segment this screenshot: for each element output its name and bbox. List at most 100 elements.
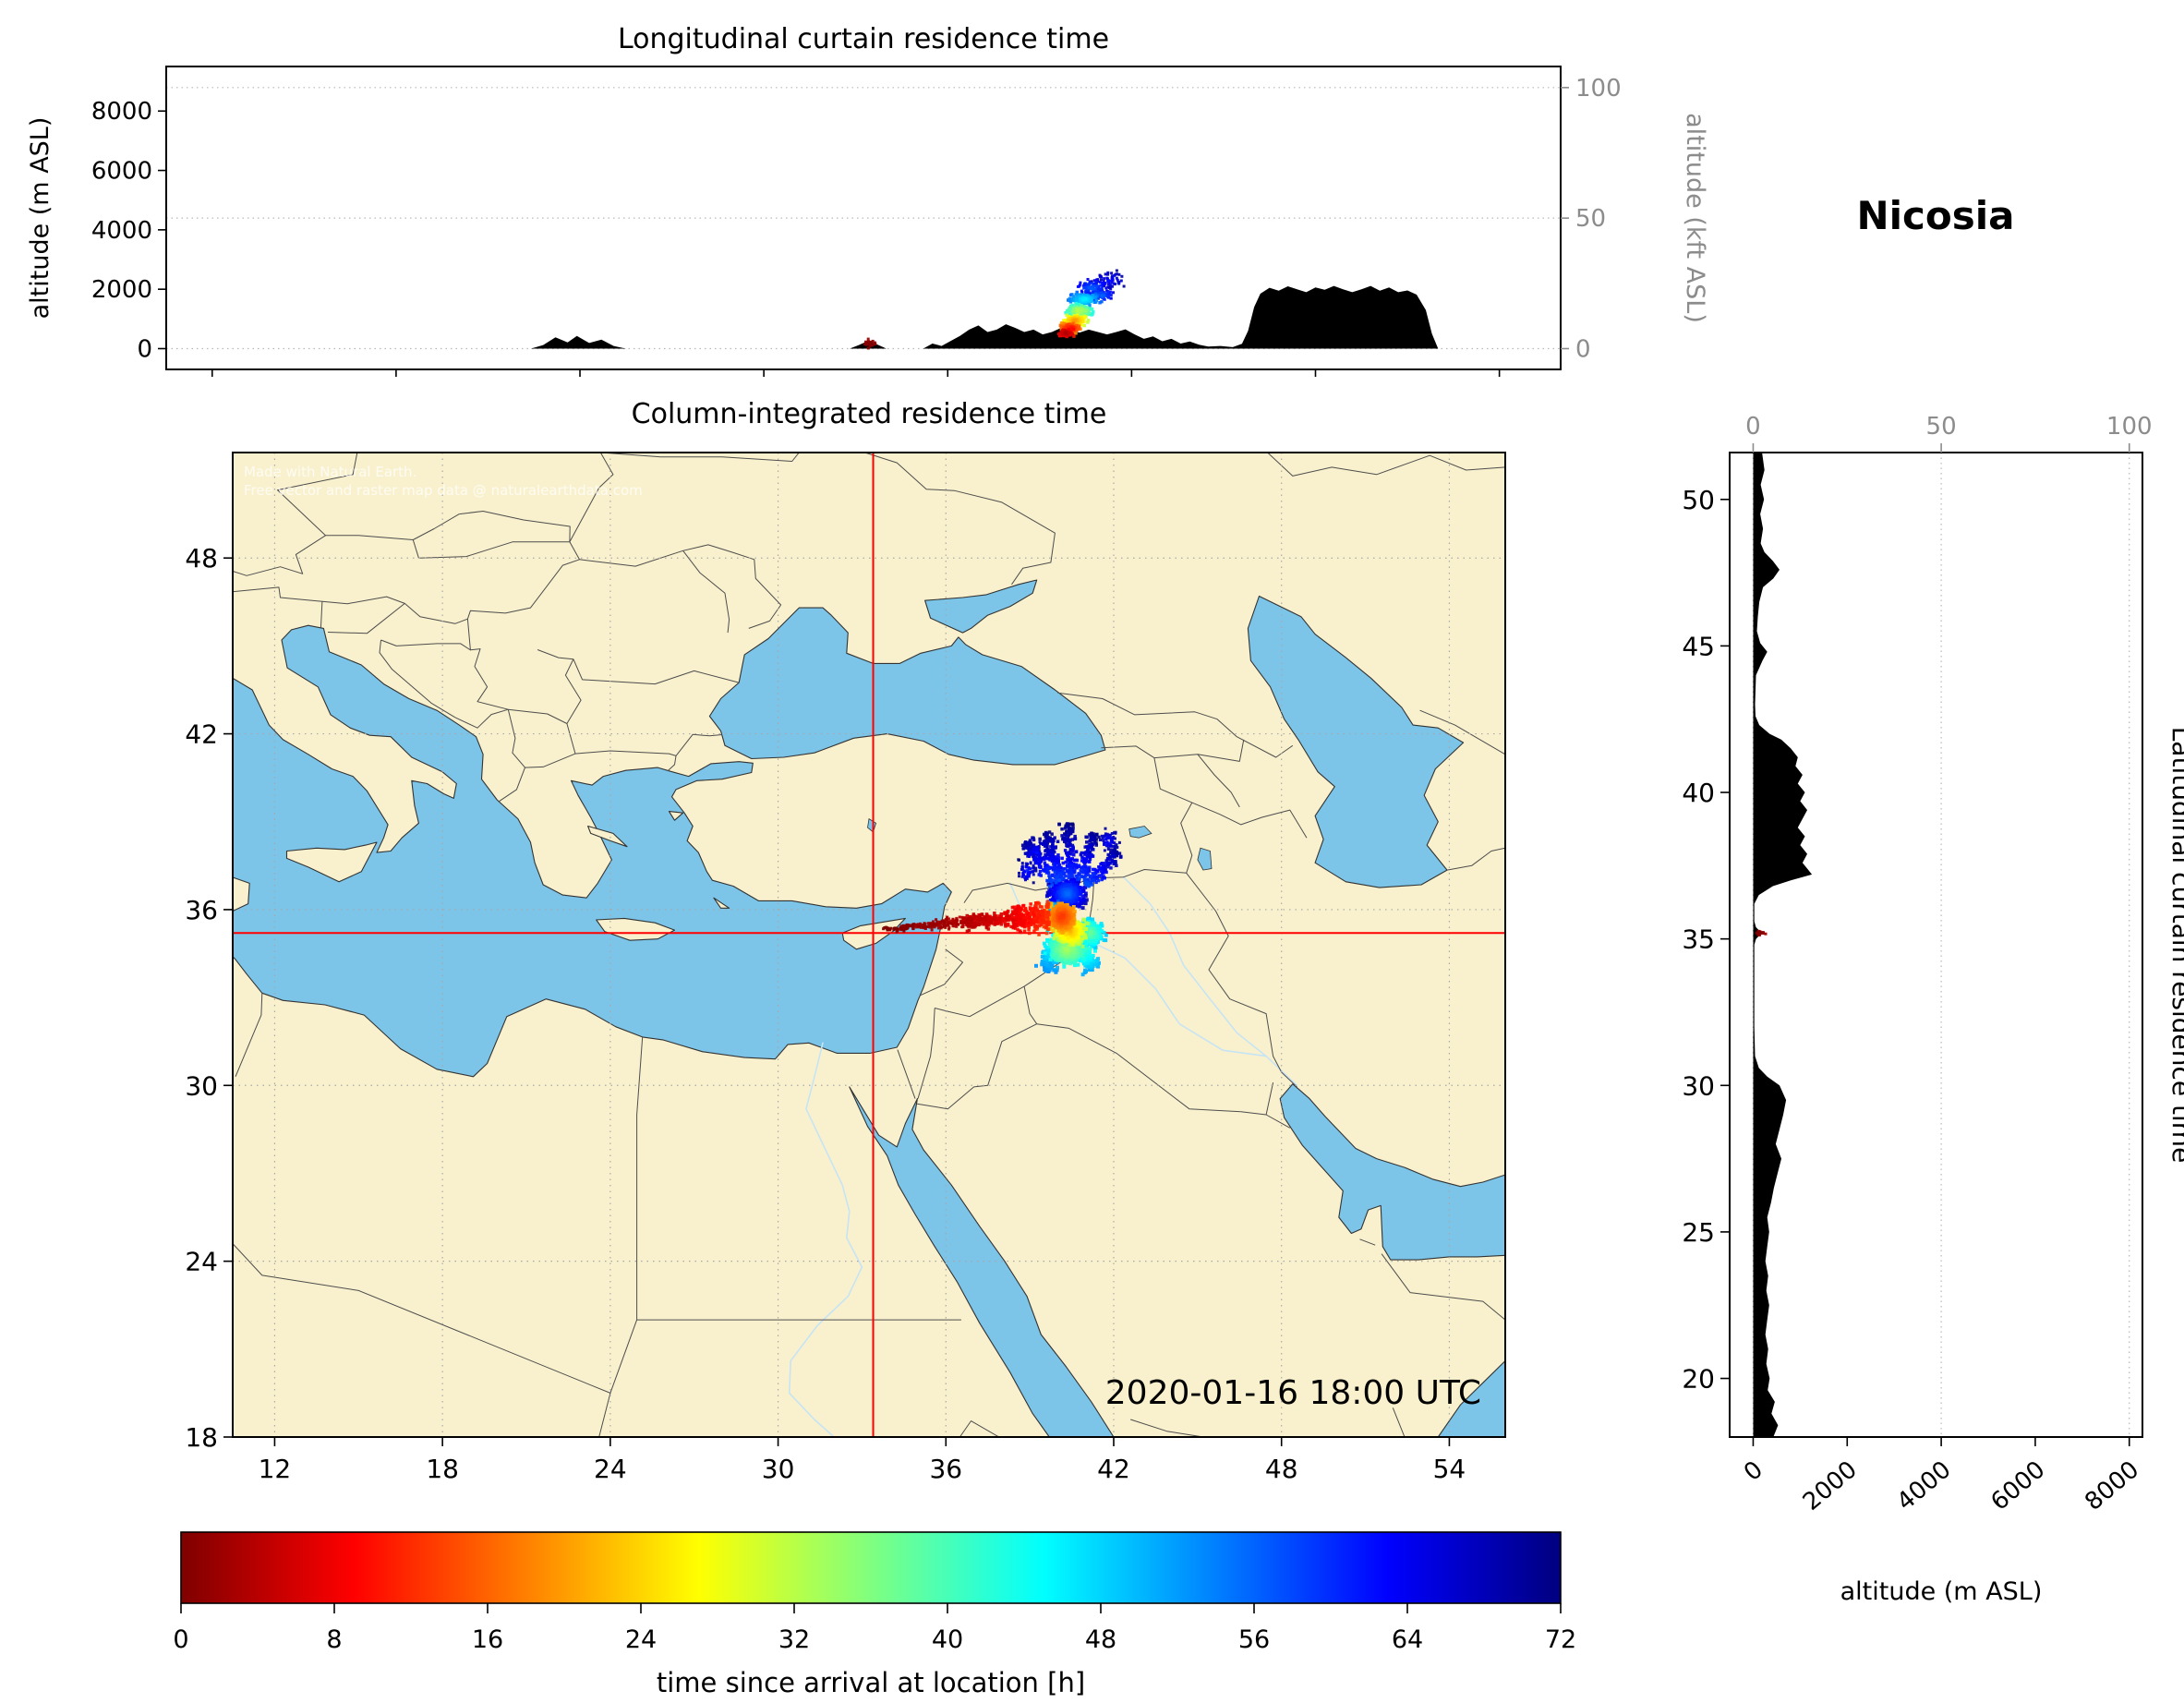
tick-label: 72 [1545,1625,1576,1654]
colorbar: 0 8 16 24 32 40 48 56 64 72 [173,1531,1576,1654]
lon-curtain-panel: 0 2000 4000 6000 8000 0 50 100 [91,66,1622,377]
sea-polygon [1437,1359,1505,1437]
tick-label: 35 [1682,924,1715,955]
country-border [1180,802,1193,874]
country-border [1036,1023,1241,1113]
map-plot-area [233,453,1505,1437]
tick-label: 0 [1745,413,1761,441]
terrain-profile-lon [166,285,1561,349]
map-panel: 12 18 24 30 36 42 48 54 18 24 30 36 42 48 [185,452,1506,1484]
country-border [1093,869,1187,879]
station-title: Nicosia [1856,193,2014,238]
country-border [380,619,471,651]
country-border [959,1420,1000,1437]
country-border [682,544,782,629]
tick-label: 6000 [91,158,152,186]
country-border [1419,709,1505,755]
tick-label: 24 [185,1247,218,1277]
tick-label: 48 [1085,1625,1116,1654]
island-polygon [587,825,628,848]
country-border [864,453,1056,586]
country-border [233,535,326,576]
country-border [636,1036,644,1321]
tick-label: 2000 [1798,1455,1863,1516]
tick-label: 6000 [1985,1455,2050,1516]
lon-curtain-title: Longitudinal curtain residence time [618,23,1109,55]
river-line [1122,876,1298,1087]
tick-label: 36 [929,1454,962,1484]
tick-label: 40 [1682,778,1715,808]
tick-label: 50 [1926,413,1957,441]
lat-curtain-title: Latitudinal curtain residence time [2166,727,2184,1164]
tick-label: 18 [426,1454,459,1484]
lake-polygon [1197,847,1213,871]
country-border [1392,1407,1406,1437]
plume-scatter-map [882,822,1123,977]
country-border [675,733,723,756]
tick-label: 20 [1682,1364,1715,1395]
country-border [325,535,414,540]
map-title: Column-integrated residence time [632,398,1107,430]
country-border [498,709,525,803]
tick-label: 64 [1392,1625,1423,1654]
country-border [454,708,509,729]
country-border [917,1023,1037,1110]
tick-label: 16 [472,1625,503,1654]
tick-label: 50 [1575,205,1606,233]
island-polygon [285,841,378,883]
tick-label: 48 [185,543,218,574]
island-polygon [668,811,684,821]
tick-label: 100 [2106,413,2153,441]
country-border [235,993,263,1077]
timestamp-label: 2020-01-16 18:00 UTC [1105,1374,1481,1412]
country-border [1197,754,1240,808]
country-border [233,1243,638,1394]
tick-label: 36 [185,895,218,925]
tick-label: 8 [326,1625,342,1654]
lat-curtain-xlabel: altitude (m ASL) [1840,1577,2043,1606]
colorbar-label: time since arrival at location [h] [657,1667,1085,1698]
tick-label: 0 [173,1625,188,1654]
country-border [459,511,571,542]
country-border [537,649,573,660]
river-line [788,1042,863,1437]
country-border [920,948,963,996]
tick-label: 4000 [91,217,152,245]
panel-frame [232,452,1506,1438]
country-border [1381,1253,1505,1321]
terrain-profile-lat [1753,453,1813,1437]
country-border [327,603,405,634]
country-border [1057,692,1294,758]
lon-curtain-plot-area [166,87,1561,350]
colorbar-gradient [180,1531,1562,1604]
tick-label: 8000 [2080,1455,2144,1516]
map-attribution-line2: Free vector and raster map data @ natura… [244,482,643,499]
country-border [1153,757,1192,803]
tick-label: 18 [185,1422,218,1453]
tick-label: 56 [1238,1625,1270,1654]
country-border [1191,802,1308,839]
country-border [1267,453,1505,477]
country-border [917,1008,935,1099]
country-border [573,658,740,685]
tick-label: 0 [137,335,152,363]
tick-label: 42 [185,719,218,750]
country-border [598,1393,611,1437]
country-border [935,985,1025,1018]
country-border [564,658,582,724]
sea-polygon [708,607,1106,766]
country-border [412,513,460,559]
tick-label: 4000 [1892,1455,1957,1516]
country-border [566,723,576,755]
plume-scatter-lat [1755,929,1768,936]
sea-polygon [849,1086,1115,1437]
country-border [1023,986,1038,1024]
country-border [682,550,730,634]
tick-label: 32 [778,1625,810,1654]
tick-label: 42 [1097,1454,1130,1484]
country-border [525,750,677,768]
sea-polygon [1247,595,1465,888]
tick-label: 100 [1575,75,1622,103]
